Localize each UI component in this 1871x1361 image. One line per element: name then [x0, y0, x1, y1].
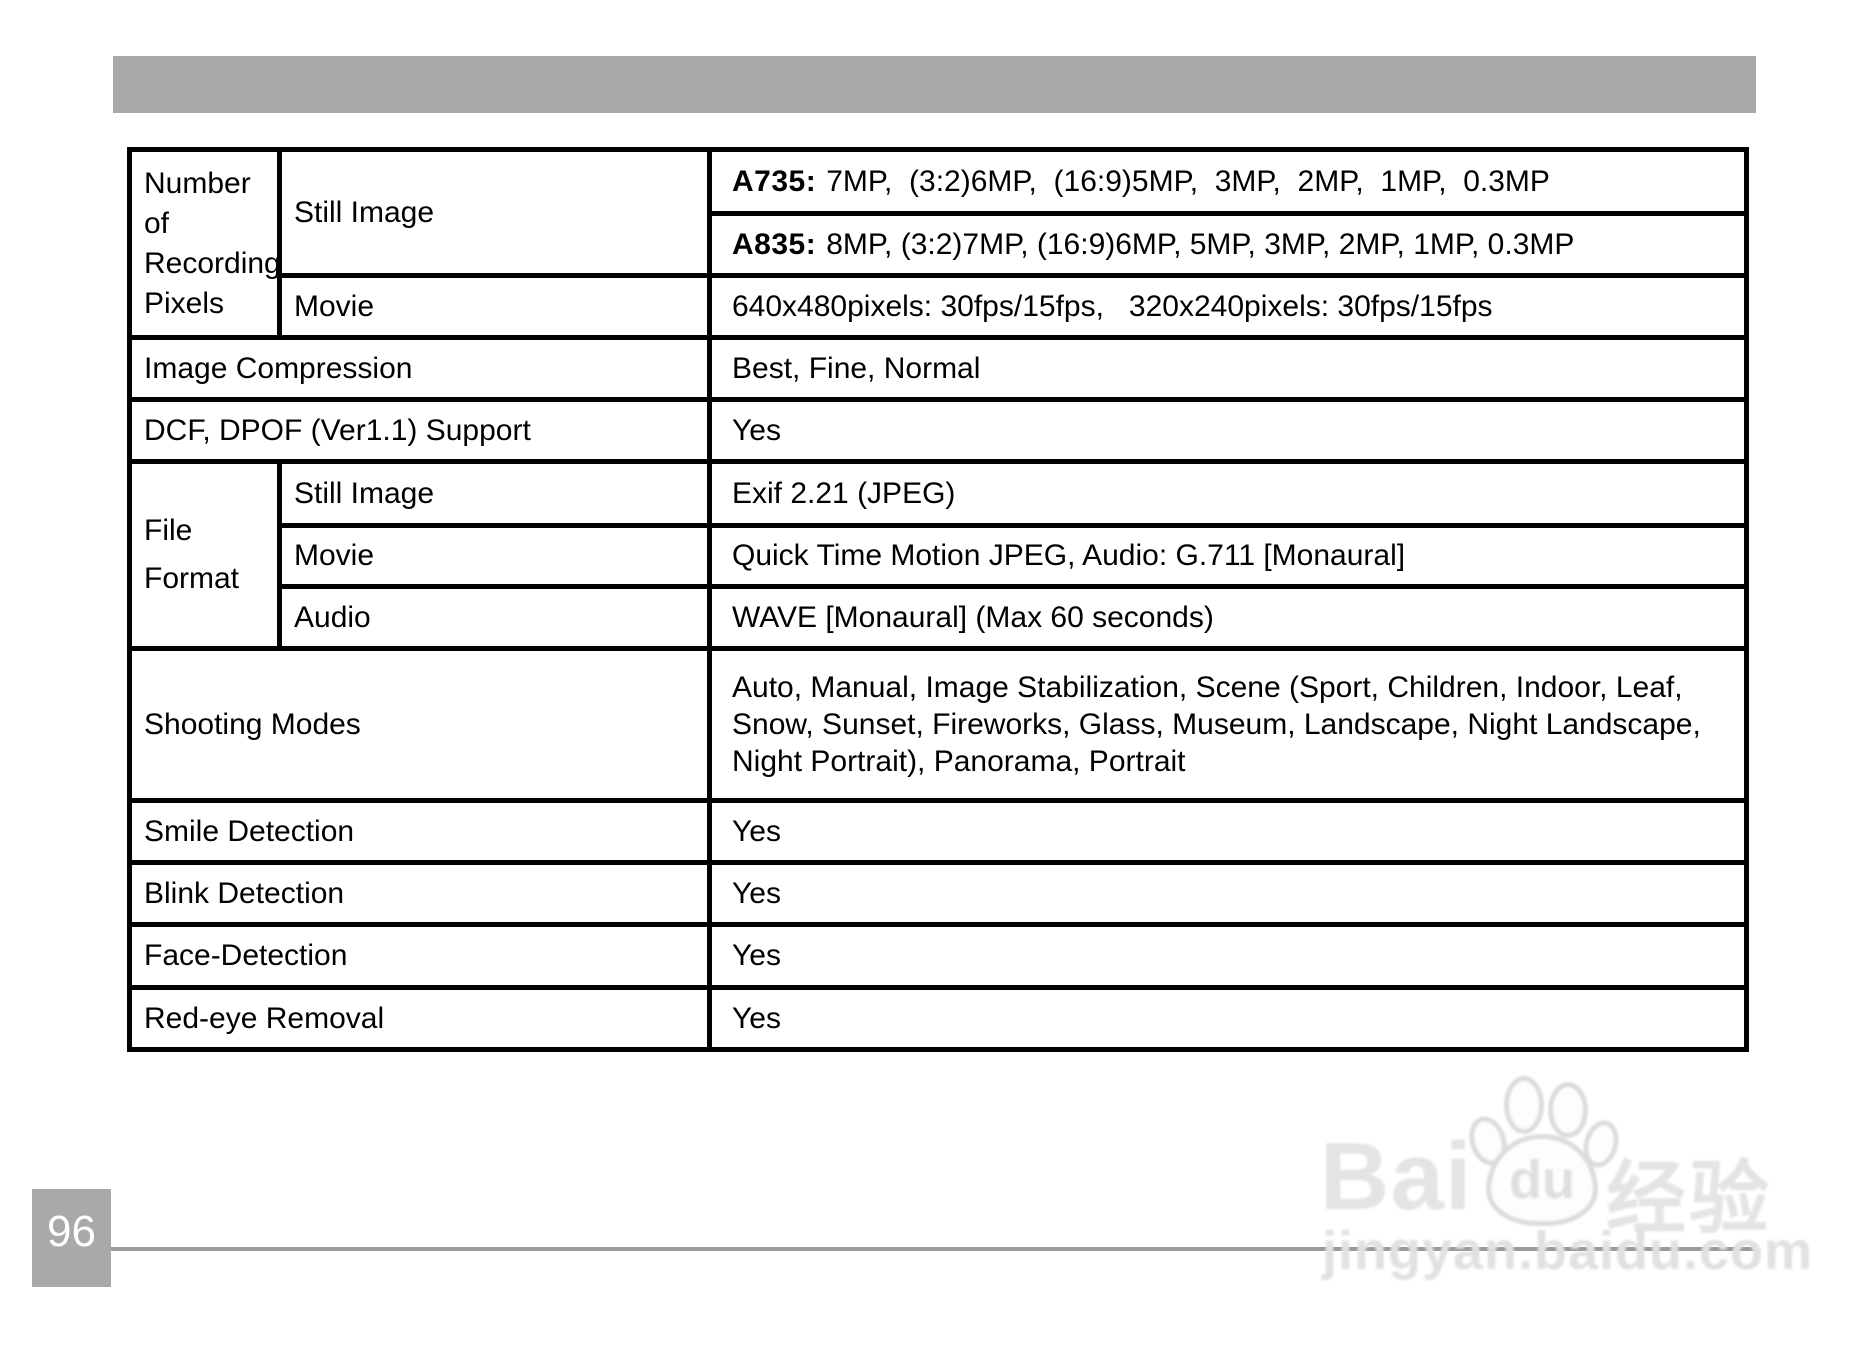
table-row-file-still: File Format Still Image Exif 2.21 (JPEG): [127, 459, 1749, 651]
spec-table: Number of Recording Pixels Still Image A…: [127, 147, 1749, 1052]
cell-a835-pixels: A835: 8MP, (3:2)7MP, (16:9)6MP, 5MP, 3MP,…: [707, 211, 1749, 278]
cell-face-detection: Yes: [707, 922, 1749, 990]
baidu-watermark: Bai du 经验 jingyan.baidu.com: [1318, 1060, 1812, 1300]
cell-blink-detection: Yes: [707, 860, 1749, 927]
sub-label-file-still-image: Still Image: [277, 459, 712, 528]
cell-movie-pixels: 640x480pixels: 30fps/15fps, 320x240pixel…: [707, 273, 1749, 340]
table-row-file-audio: Audio WAVE [Monaural] (Max 60 seconds): [130, 584, 1749, 651]
table-row-file-movie: Movie Quick Time Motion JPEG, Audio: G.7…: [130, 523, 1749, 589]
table-row-shooting-modes: Shooting Modes Auto, Manual, Image Stabi…: [127, 646, 1749, 803]
cell-a735-pixels: A735: 7MP, (3:2)6MP, (16:9)5MP, 3MP, 2MP,…: [707, 147, 1749, 216]
page-number: 96: [47, 1207, 96, 1256]
row-label-shooting-modes: Shooting Modes: [127, 646, 712, 803]
sub-label-file-audio: Audio: [277, 584, 712, 651]
page-number-badge: 96: [32, 1189, 111, 1287]
table-row-face-detection: Face-Detection Yes: [127, 922, 1749, 990]
table-row-movie-pixels: Movie 640x480pixels: 30fps/15fps, 320x24…: [130, 273, 1749, 340]
row-label-image-compression: Image Compression: [127, 335, 712, 402]
cell-red-eye-removal: Yes: [707, 985, 1749, 1052]
footer-rule: [111, 1247, 1757, 1251]
row-label-number-of-recording-pixels: Number of Recording Pixels: [127, 147, 282, 340]
sub-label-file-movie: Movie: [277, 523, 712, 589]
row-label-file-format: File Format: [127, 459, 282, 651]
cell-dcf-dpof: Yes: [707, 397, 1749, 464]
sub-label-still-image: Still Image: [277, 147, 712, 278]
table-row-dcf-dpof: DCF, DPOF (Ver1.1) Support Yes: [127, 397, 1749, 464]
row-label-red-eye-removal: Red-eye Removal: [127, 985, 712, 1052]
sub-label-movie: Movie: [277, 273, 712, 340]
paw-toe-icon: [1504, 1076, 1544, 1134]
watermark-jingyan-text: 经验: [1606, 1154, 1772, 1243]
table-row-image-compression: Image Compression Best, Fine, Normal: [127, 335, 1749, 402]
cell-shooting-modes: Auto, Manual, Image Stabilization, Scene…: [707, 646, 1749, 803]
value-a735-pixels: 7MP, (3:2)6MP, (16:9)5MP, 3MP, 2MP, 1MP,…: [826, 164, 1550, 198]
cell-file-movie: Quick Time Motion JPEG, Audio: G.711 [Mo…: [707, 523, 1749, 589]
table-row-a735: Number of Recording Pixels Still Image A…: [127, 147, 1749, 340]
row-label-face-detection: Face-Detection: [127, 922, 712, 990]
cell-smile-detection: Yes: [707, 798, 1749, 865]
row-label-dcf-dpof: DCF, DPOF (Ver1.1) Support: [127, 397, 712, 464]
watermark-du-text: du: [1509, 1150, 1575, 1210]
cell-image-compression: Best, Fine, Normal: [707, 335, 1749, 402]
baidu-paw-icon: du: [1463, 1076, 1624, 1226]
row-label-smile-detection: Smile Detection: [127, 798, 712, 865]
watermark-bai-text: Bai: [1320, 1123, 1473, 1230]
watermark-site-text: jingyan.baidu.com: [1322, 1221, 1814, 1281]
paw-toe-icon: [1548, 1082, 1588, 1138]
table-row-a835: A835: 8MP, (3:2)7MP, (16:9)6MP, 5MP, 3MP,…: [130, 211, 1749, 278]
model-a735: A735:: [732, 164, 817, 198]
value-a835-pixels: 8MP, (3:2)7MP, (16:9)6MP, 5MP, 3MP, 2MP,…: [826, 227, 1575, 261]
table-row-blink-detection: Blink Detection Yes: [127, 860, 1749, 927]
model-a835: A835:: [732, 227, 817, 261]
row-label-blink-detection: Blink Detection: [127, 860, 712, 927]
table-row-red-eye-removal: Red-eye Removal Yes: [127, 985, 1749, 1052]
paw-pad-icon: du: [1486, 1134, 1598, 1226]
cell-file-still-image: Exif 2.21 (JPEG): [707, 459, 1749, 528]
table-row-smile-detection: Smile Detection Yes: [127, 798, 1749, 865]
header-bar: [113, 56, 1756, 113]
cell-file-audio: WAVE [Monaural] (Max 60 seconds): [707, 584, 1749, 651]
